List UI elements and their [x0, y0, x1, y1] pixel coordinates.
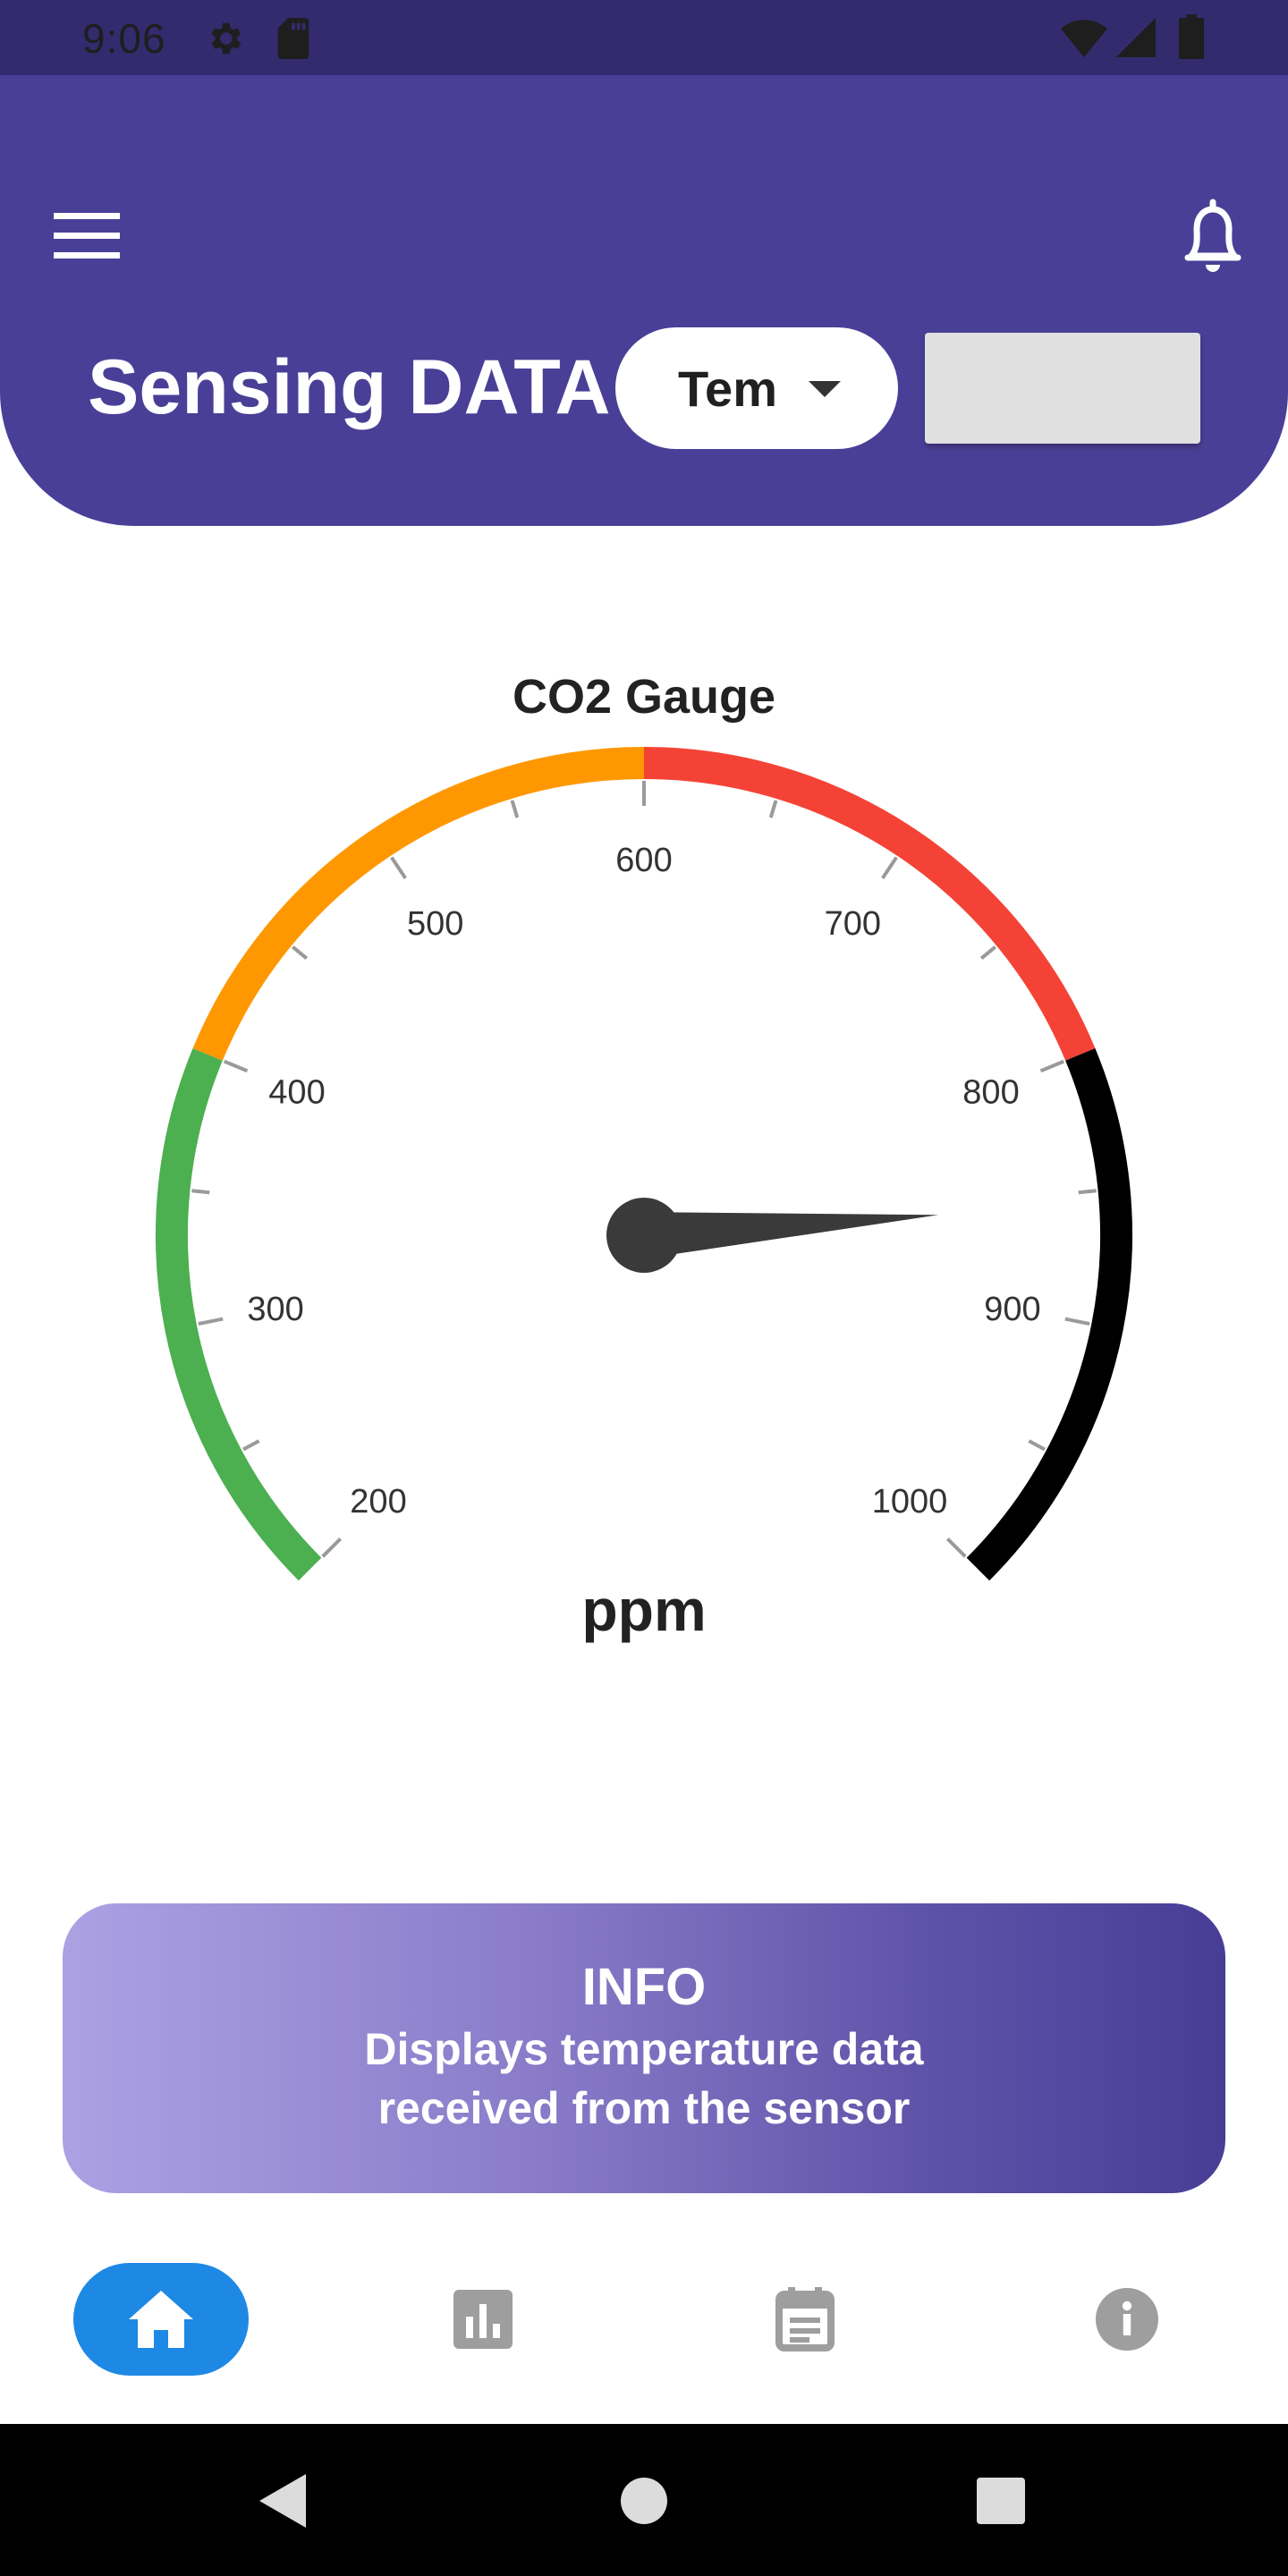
sensor-select[interactable]: Tem — [615, 327, 898, 449]
bottom-navigation — [0, 2236, 1288, 2424]
dropdown-arrow-icon — [809, 381, 841, 397]
recents-icon[interactable] — [977, 2478, 1025, 2524]
info-card: INFO Displays temperature data received … — [63, 1903, 1225, 2193]
info-title: INFO — [581, 1958, 707, 2016]
bell-icon[interactable] — [1179, 197, 1247, 275]
value-display-box — [925, 333, 1200, 444]
gauge-tick-label: 300 — [247, 1291, 303, 1328]
gauge-tick-label: 900 — [984, 1291, 1040, 1328]
home-circle-icon[interactable] — [621, 2478, 667, 2524]
battery-icon — [1179, 14, 1204, 59]
gauge-tick — [1064, 1317, 1090, 1326]
gauge-tick-label: 700 — [825, 905, 881, 943]
signal-icon — [1116, 18, 1156, 57]
gauge-tick — [1039, 1059, 1065, 1073]
nav-info[interactable] — [1073, 2263, 1181, 2376]
info-line-1: Displays temperature data — [364, 2024, 924, 2074]
gauge-tick — [945, 1537, 967, 1558]
status-time: 9:06 — [82, 15, 166, 62]
gauge-band-0 — [155, 1048, 322, 1581]
gauge-tick — [242, 1439, 260, 1452]
gauge-tick — [223, 1059, 249, 1073]
gauge-tick-label: 800 — [962, 1073, 1019, 1111]
gauge-tick — [191, 1189, 210, 1195]
gauge-tick-label: 200 — [350, 1483, 406, 1521]
gauge-band-1 — [192, 747, 645, 1061]
gauge-band-3 — [966, 1048, 1133, 1581]
gauge-tick — [292, 945, 309, 960]
gauge-tick — [881, 856, 898, 880]
nav-statistics[interactable] — [429, 2263, 537, 2376]
nav-calendar[interactable] — [751, 2263, 859, 2376]
gauge-tick — [1078, 1189, 1097, 1195]
gear-icon — [211, 22, 242, 55]
gauge-tick — [198, 1317, 224, 1326]
gauge-unit: ppm — [581, 1577, 707, 1643]
header — [0, 75, 1288, 526]
gauge-title: CO2 Gauge — [512, 670, 776, 724]
info-description: Displays temperature data received from … — [63, 2020, 1225, 2138]
gauge-tick — [510, 800, 520, 818]
bar-chart-icon — [453, 2290, 513, 2349]
calendar-icon — [775, 2287, 835, 2351]
sd-card-icon — [277, 18, 309, 59]
gauge-tick — [979, 945, 996, 960]
home-icon — [129, 2291, 193, 2348]
gauge-band-2 — [643, 747, 1096, 1061]
status-bar: 9:06 — [0, 0, 1288, 75]
info-line-2: received from the sensor — [377, 2083, 911, 2133]
system-navigation-bar — [0, 2424, 1288, 2576]
sensor-select-value: Tem — [678, 360, 777, 417]
gauge-tick — [390, 856, 407, 880]
gauge-tick-label: 500 — [407, 905, 463, 943]
gauge-tick — [321, 1537, 343, 1558]
gauge-needle — [642, 1212, 939, 1258]
back-icon[interactable] — [259, 2474, 306, 2528]
gauge-tick — [768, 800, 778, 818]
gauge-tick — [1028, 1439, 1046, 1452]
gauge-tick-label: 400 — [268, 1073, 325, 1111]
gauge-tick-label: 1000 — [872, 1483, 948, 1521]
wifi-icon — [1061, 20, 1107, 57]
info-icon — [1096, 2288, 1158, 2351]
page-title: Sensing DATA — [88, 344, 611, 430]
gauge-tick-label: 600 — [615, 842, 672, 879]
gauge-needle-hub — [606, 1198, 682, 1273]
menu-icon[interactable] — [52, 209, 122, 263]
nav-home[interactable] — [73, 2263, 249, 2376]
